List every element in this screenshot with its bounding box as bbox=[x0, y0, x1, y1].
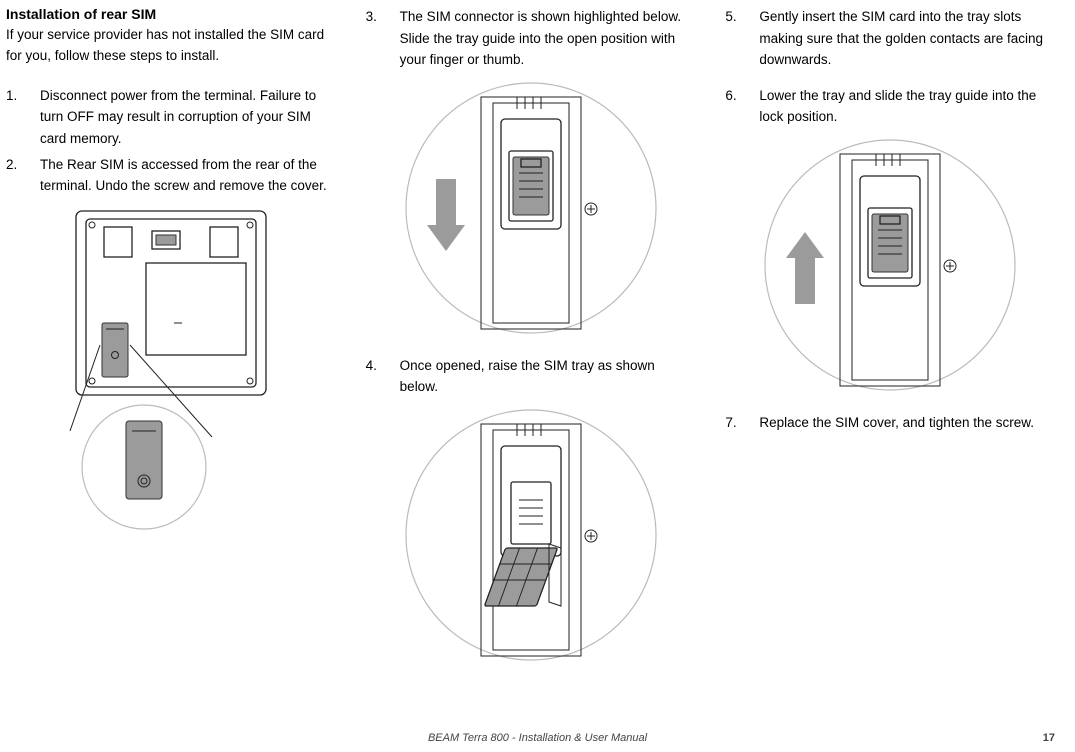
step-6-text: Lower the tray and slide the tray guide … bbox=[759, 85, 1055, 128]
step-4: 4. Once opened, raise the SIM tray as sh… bbox=[366, 355, 696, 398]
section-intro: If your service provider has not install… bbox=[6, 25, 336, 67]
step-2-number: 2. bbox=[6, 154, 22, 197]
step-3-text: The SIM connector is shown highlighted b… bbox=[400, 6, 696, 71]
step-7-number: 7. bbox=[725, 412, 741, 434]
figure-rear-panel bbox=[56, 205, 286, 535]
page-footer: BEAM Terra 800 - Installation & User Man… bbox=[0, 732, 1075, 744]
step-2-text: The Rear SIM is accessed from the rear o… bbox=[40, 154, 336, 197]
step-2: 2. The Rear SIM is accessed from the rea… bbox=[6, 154, 336, 197]
figure-sim-slide-open bbox=[401, 79, 661, 337]
step-1-text: Disconnect power from the terminal. Fail… bbox=[40, 85, 336, 150]
step-1-number: 1. bbox=[6, 85, 22, 150]
step-3-number: 3. bbox=[366, 6, 382, 71]
step-5: 5. Gently insert the SIM card into the t… bbox=[725, 6, 1055, 71]
section-title: Installation of rear SIM bbox=[6, 6, 336, 22]
figure-sim-slide-lock bbox=[760, 136, 1020, 394]
footer-title: BEAM Terra 800 - Installation & User Man… bbox=[428, 732, 647, 744]
step-7: 7. Replace the SIM cover, and tighten th… bbox=[725, 412, 1055, 434]
step-7-text: Replace the SIM cover, and tighten the s… bbox=[759, 412, 1055, 434]
step-5-number: 5. bbox=[725, 6, 741, 71]
step-4-text: Once opened, raise the SIM tray as shown… bbox=[400, 355, 696, 398]
step-6: 6. Lower the tray and slide the tray gui… bbox=[725, 85, 1055, 128]
step-6-number: 6. bbox=[725, 85, 741, 128]
step-4-number: 4. bbox=[366, 355, 382, 398]
page-number: 17 bbox=[1043, 732, 1055, 744]
figure-sim-tray-raised bbox=[401, 406, 661, 664]
step-3: 3. The SIM connector is shown highlighte… bbox=[366, 6, 696, 71]
step-5-text: Gently insert the SIM card into the tray… bbox=[759, 6, 1055, 71]
step-1: 1. Disconnect power from the terminal. F… bbox=[6, 85, 336, 150]
